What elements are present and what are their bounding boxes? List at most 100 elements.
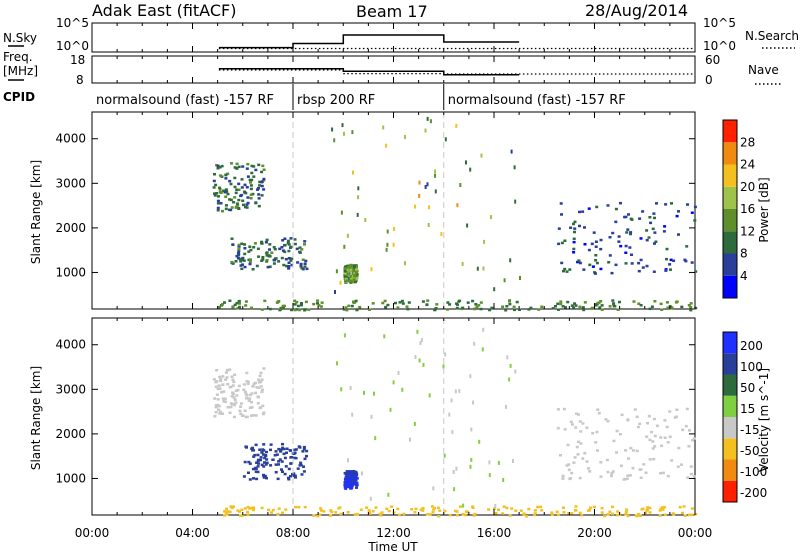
- heatmap-cell: [605, 458, 609, 462]
- heatmap-cell: [343, 265, 347, 269]
- heatmap-cell: [639, 258, 643, 262]
- heatmap-cell: [685, 407, 689, 411]
- heatmap-cell: [651, 447, 655, 450]
- heatmap-cell: [283, 304, 286, 308]
- heatmap-cell: [454, 389, 457, 394]
- heatmap-cell: [622, 478, 626, 481]
- heatmap-cell: [529, 306, 533, 310]
- heatmap-cell: [243, 409, 247, 412]
- heatmap-cell: [343, 267, 347, 270]
- heatmap-cell: [653, 231, 657, 234]
- heatmap-cell: [373, 391, 375, 396]
- heatmap-cell: [355, 273, 359, 276]
- heatmap-cell: [237, 165, 241, 169]
- heatmap-cell: [281, 470, 284, 473]
- heatmap-cell: [235, 394, 239, 397]
- heatmap-cell: [564, 306, 567, 309]
- heatmap-cell: [580, 514, 584, 517]
- heatmap-cell: [663, 419, 667, 422]
- heatmap-cell: [577, 259, 581, 262]
- heatmap-cell: [629, 217, 633, 221]
- heatmap-cell: [652, 417, 656, 421]
- heatmap-cell: [246, 382, 250, 386]
- heatmap-cell: [663, 436, 667, 439]
- heatmap-cell: [342, 308, 346, 311]
- heatmap-cell: [646, 422, 649, 425]
- heatmap-cell: [350, 474, 354, 477]
- heatmap-cell: [612, 439, 616, 443]
- heatmap-cell: [343, 275, 347, 278]
- heatmap-cell: [406, 307, 410, 311]
- heatmap-cell: [581, 422, 585, 425]
- heatmap-cell: [293, 238, 297, 241]
- heatmap-cell: [394, 301, 397, 305]
- heatmap-cell: [453, 509, 457, 513]
- heatmap-cell: [648, 458, 652, 461]
- heatmap-cell: [319, 507, 323, 510]
- velocity-colorbar: 200 100 50 15 -15 -50 -100 -200: [722, 331, 767, 503]
- heatmap-cell: [659, 302, 663, 306]
- heatmap-cell: [317, 304, 321, 307]
- heatmap-cell: [629, 231, 633, 234]
- heatmap-cell: [225, 513, 229, 516]
- heatmap-cell: [254, 470, 258, 473]
- heatmap-cell: [624, 262, 628, 265]
- heatmap-cell: [623, 215, 627, 219]
- heatmap-cell: [651, 227, 655, 231]
- heatmap-cell: [470, 457, 473, 462]
- colorbar-swatch: [723, 459, 737, 481]
- heatmap-cell: [572, 237, 576, 240]
- heatmap-cell: [446, 301, 450, 304]
- heatmap-cell: [286, 239, 290, 243]
- heatmap-cell: [232, 402, 236, 406]
- heatmap-cell: [514, 509, 518, 512]
- heatmap-cell: [237, 248, 241, 251]
- heatmap-cell: [221, 375, 225, 378]
- heatmap-cell: [345, 470, 349, 473]
- heatmap-cell: [470, 427, 473, 432]
- heatmap-cell: [573, 456, 577, 459]
- colorbar-tick-label: 16: [740, 202, 755, 216]
- heatmap-cell: [249, 258, 252, 261]
- heatmap-cell: [625, 477, 629, 480]
- heatmap-cell: [647, 236, 651, 239]
- heatmap-cell: [433, 308, 437, 311]
- heatmap-cell: [387, 509, 391, 513]
- heatmap-cell: [555, 510, 559, 513]
- heatmap-cell: [355, 486, 358, 489]
- heatmap-cell: [221, 303, 224, 306]
- heatmap-cell: [585, 460, 589, 463]
- heatmap-cell: [231, 305, 235, 308]
- heatmap-cell: [228, 510, 232, 514]
- heatmap-cell: [340, 387, 343, 392]
- colorbar-tick-label: -200: [740, 486, 767, 500]
- heatmap-cell: [688, 429, 691, 432]
- heatmap-cell: [490, 306, 494, 310]
- heatmap-cell: [514, 199, 517, 204]
- heatmap-cell: [473, 341, 476, 346]
- heatmap-cell: [223, 400, 227, 404]
- heatmap-cell: [675, 408, 679, 411]
- heatmap-cell: [493, 287, 496, 292]
- heatmap-cell: [594, 254, 598, 257]
- heatmap-cell: [437, 515, 441, 518]
- heatmap-cell: [280, 246, 284, 249]
- heatmap-cell: [687, 304, 691, 307]
- heatmap-cell: [616, 308, 620, 311]
- heatmap-cell: [245, 186, 249, 189]
- power-colorbar-label: Power [dB]: [757, 177, 771, 242]
- heatmap-cell: [343, 270, 347, 273]
- heatmap-cell: [285, 264, 289, 268]
- heatmap-cell: [352, 470, 356, 473]
- heatmap-cell: [331, 127, 334, 132]
- heatmap-cell: [284, 465, 288, 468]
- heatmap-cell: [653, 445, 657, 448]
- heatmap-cell: [693, 219, 697, 222]
- heatmap-cell: [583, 301, 587, 304]
- heatmap-cell: [250, 178, 254, 182]
- heatmap-cell: [295, 247, 299, 251]
- heatmap-cell: [243, 247, 247, 250]
- heatmap-cell: [246, 201, 250, 205]
- heatmap-cell: [261, 412, 265, 416]
- heatmap-cell: [226, 172, 230, 175]
